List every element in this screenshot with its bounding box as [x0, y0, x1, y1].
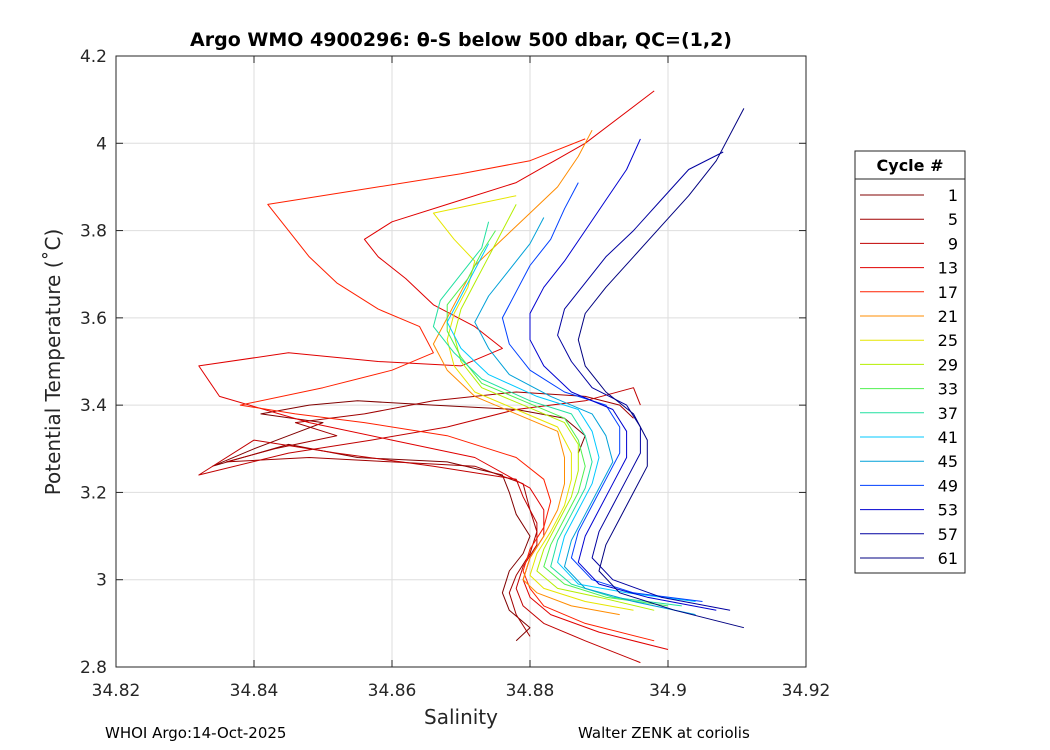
- y-tick-labels: 2.8 3 3.2 3.4 3.6 3.8 4 4.2: [80, 47, 107, 678]
- x-tick-label: 34.88: [506, 681, 555, 701]
- series-line-cycle-17: [239, 138, 655, 642]
- series-line-cycle-61: [577, 108, 745, 629]
- footer-right: Walter ZENK at coriolis: [578, 724, 750, 742]
- series-line-cycle-57: [557, 151, 731, 611]
- y-tick-label: 3.2: [80, 483, 107, 503]
- legend-label-cycle-17: 17: [938, 283, 958, 302]
- legend-label-cycle-53: 53: [938, 501, 958, 520]
- y-tick-label: 4.2: [80, 47, 107, 67]
- plot-frame: [115, 55, 807, 668]
- y-tick-label: 3: [96, 571, 107, 591]
- legend-title: Cycle #: [877, 156, 944, 175]
- series-line-cycle-1: [212, 400, 586, 642]
- x-tick-label: 34.82: [92, 681, 141, 701]
- y-tick-label: 3.4: [80, 396, 107, 416]
- series-line-cycle-21: [432, 129, 620, 616]
- legend-label-cycle-25: 25: [938, 331, 958, 350]
- series-line-cycle-29: [453, 204, 655, 611]
- legend-label-cycle-57: 57: [938, 525, 958, 544]
- x-tick-label: 34.84: [230, 681, 279, 701]
- series-line-cycle-37: [432, 221, 682, 607]
- y-tick-label: 2.8: [80, 658, 107, 678]
- legend: Cycle # 1 5 9 13 17 21 25 29 33 37 41 45 49 53 57 61: [854, 150, 966, 574]
- legend-box: [854, 150, 966, 574]
- legend-label-cycle-5: 5: [948, 210, 958, 229]
- series-line-cycle-9: [198, 387, 641, 664]
- chart-title: Argo WMO 4900296: θ-S below 500 dbar, QC…: [190, 29, 732, 51]
- series-line-cycle-33: [446, 230, 669, 607]
- x-tick-labels: 34.82 34.84 34.86 34.88 34.9 34.92: [92, 681, 831, 701]
- legend-label-cycle-61: 61: [938, 549, 958, 568]
- legend-label-cycle-21: 21: [938, 307, 958, 326]
- series-line-cycle-49: [501, 182, 703, 602]
- y-tick-label: 4: [96, 134, 107, 154]
- legend-label-cycle-1: 1: [948, 186, 958, 205]
- series-line-cycle-45: [474, 217, 696, 616]
- legend-label-cycle-29: 29: [938, 355, 958, 374]
- y-tick-label: 3.8: [80, 222, 107, 242]
- plot-series: [198, 90, 745, 664]
- series-line-cycle-5: [225, 391, 634, 637]
- footer-left: WHOI Argo:14-Oct-2025: [105, 724, 287, 742]
- x-axis-label: Salinity: [424, 705, 498, 729]
- legend-label-cycle-9: 9: [948, 234, 958, 253]
- legend-label-cycle-45: 45: [938, 452, 958, 471]
- y-axis-label: Potential Temperature (˚C): [41, 229, 65, 496]
- x-tick-label: 34.86: [368, 681, 417, 701]
- series-line-cycle-41: [446, 243, 696, 602]
- legend-label-cycle-41: 41: [938, 428, 958, 447]
- y-tick-label: 3.6: [80, 309, 107, 329]
- legend-label-cycle-33: 33: [938, 380, 958, 399]
- x-tick-label: 34.92: [782, 681, 831, 701]
- legend-label-cycle-49: 49: [938, 476, 958, 495]
- x-tick-label: 34.9: [649, 681, 687, 701]
- legend-label-cycle-13: 13: [938, 259, 958, 278]
- series-line-cycle-53: [529, 138, 717, 611]
- series-line-cycle-25: [432, 195, 634, 611]
- axis-ticks: [115, 55, 807, 668]
- legend-label-cycle-37: 37: [938, 404, 958, 423]
- legend-entries: 1 5 9 13 17 21 25 29 33 37 41 45 49 53 57 61: [860, 186, 958, 568]
